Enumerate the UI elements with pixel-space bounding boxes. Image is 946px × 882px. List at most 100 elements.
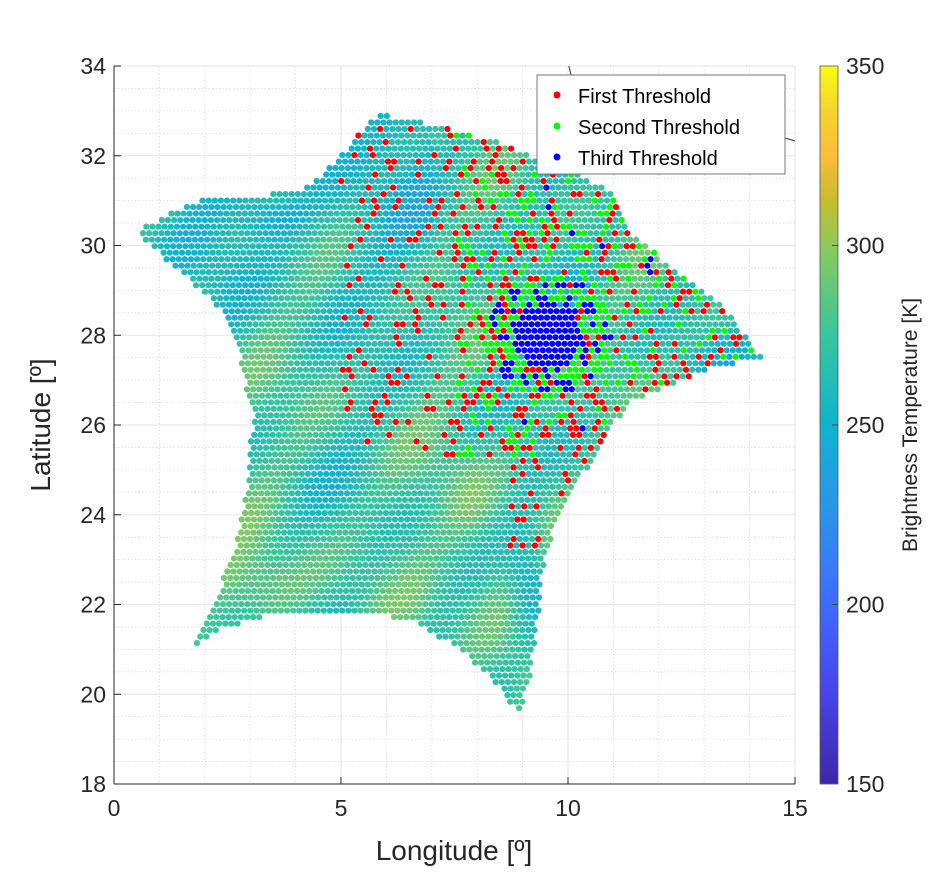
data-point: [516, 607, 524, 614]
data-point: [411, 490, 418, 497]
data-point: [237, 327, 244, 334]
data-point: [724, 321, 731, 328]
data-point: [291, 412, 299, 419]
data-point: [560, 366, 567, 373]
data-point: [344, 477, 351, 484]
data-point: [424, 236, 431, 243]
data-point: [534, 178, 541, 185]
data-point: [235, 210, 242, 217]
data-point: [247, 451, 254, 458]
data-point: [509, 548, 517, 556]
data-point: [359, 327, 366, 334]
data-point: [387, 548, 394, 556]
data-point: [420, 340, 427, 347]
data-point: [374, 275, 381, 282]
data-point: [433, 256, 440, 263]
data-point: [358, 366, 365, 373]
data-point: [334, 269, 341, 276]
data-point: [427, 386, 434, 393]
data-point: [277, 236, 284, 243]
threshold-point-first: [527, 490, 534, 497]
data-point: [630, 301, 637, 308]
data-point: [699, 347, 706, 354]
data-point: [394, 535, 401, 543]
data-point: [428, 516, 435, 523]
data-point: [331, 334, 338, 341]
data-point: [254, 568, 262, 575]
data-point: [533, 191, 540, 198]
data-point: [475, 483, 483, 490]
data-point: [319, 405, 326, 412]
threshold-point-second: [575, 373, 582, 380]
threshold-point-second: [501, 230, 508, 237]
threshold-point-second: [556, 386, 563, 393]
data-point: [552, 418, 559, 425]
data-point: [350, 561, 357, 569]
data-point: [326, 607, 334, 614]
threshold-point-second: [680, 275, 687, 282]
data-point: [318, 288, 325, 295]
data-point: [517, 438, 524, 445]
data-point: [434, 360, 442, 367]
threshold-point-third: [527, 334, 535, 341]
data-point: [297, 340, 304, 347]
data-point: [363, 535, 370, 543]
data-point: [279, 269, 286, 276]
data-point: [500, 184, 507, 191]
data-point: [614, 249, 621, 256]
threshold-point-third: [587, 373, 594, 380]
data-point: [479, 464, 486, 471]
data-point: [457, 568, 464, 575]
data-point: [693, 321, 701, 328]
threshold-point-first: [504, 392, 511, 399]
data-point: [480, 607, 487, 614]
data-point: [244, 529, 251, 536]
data-point: [391, 601, 398, 608]
threshold-point-third: [579, 282, 586, 289]
data-point: [614, 308, 622, 315]
threshold-point-third: [565, 321, 572, 328]
data-point: [312, 516, 319, 523]
data-point: [403, 614, 410, 621]
threshold-point-first: [717, 347, 724, 354]
data-point: [333, 607, 340, 614]
data-point: [437, 295, 444, 302]
threshold-point-first: [592, 399, 599, 406]
data-point: [475, 256, 483, 263]
data-point: [346, 269, 353, 276]
data-point: [356, 490, 363, 497]
data-point: [389, 412, 397, 419]
threshold-point-second: [581, 230, 588, 237]
data-point: [441, 587, 448, 595]
data-point: [260, 594, 267, 601]
threshold-point-first: [523, 366, 530, 373]
data-point: [274, 399, 281, 406]
data-point: [534, 249, 541, 256]
threshold-point-second: [588, 347, 595, 354]
data-point: [491, 165, 499, 172]
data-point: [640, 366, 647, 373]
data-point: [421, 230, 428, 237]
data-point: [568, 470, 575, 477]
data-point: [484, 574, 491, 582]
data-point: [335, 542, 342, 549]
data-point: [378, 386, 385, 393]
data-point: [427, 171, 434, 178]
threshold-point-third: [546, 334, 553, 341]
data-point: [315, 522, 322, 530]
data-point: [345, 607, 352, 614]
data-point: [381, 249, 388, 256]
data-point: [385, 145, 392, 152]
data-point: [271, 607, 278, 614]
threshold-point-second: [526, 373, 533, 380]
data-point: [265, 607, 272, 614]
threshold-point-first: [394, 366, 401, 373]
data-point: [262, 386, 269, 393]
threshold-point-second: [595, 405, 602, 412]
data-point: [317, 542, 324, 549]
data-point: [614, 392, 621, 399]
data-point: [436, 236, 444, 243]
data-point: [194, 243, 201, 250]
data-point: [280, 457, 287, 464]
data-point: [502, 587, 509, 595]
